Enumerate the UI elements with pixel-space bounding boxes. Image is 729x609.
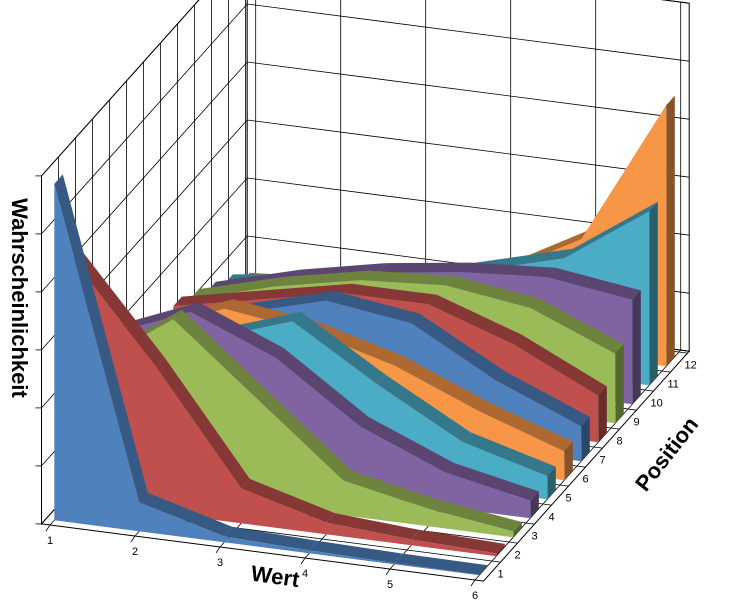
grid-line: [41, 61, 690, 293]
ribbon-top: [360, 270, 454, 286]
ribbon-end: [632, 290, 641, 405]
x-tick: [130, 535, 136, 543]
ribbon-top: [428, 294, 522, 345]
ribbon-top: [224, 527, 318, 551]
ribbon-top: [326, 513, 420, 540]
z-tick-label: 3: [532, 530, 538, 542]
grid-line: [41, 0, 690, 177]
ribbon-top: [54, 174, 148, 503]
series-group: [54, 95, 675, 576]
ribbon-top: [547, 267, 641, 300]
ribbon-top: [71, 248, 165, 368]
ribbon-top: [360, 417, 454, 473]
ribbon-top: [530, 298, 624, 354]
ribbon-top: [394, 355, 488, 412]
z-tick-label: 9: [634, 416, 640, 428]
x-axis-title: Wert: [249, 561, 301, 593]
z-tick-label: 2: [515, 549, 521, 561]
x-tick-label: 1: [47, 535, 53, 547]
z-tick-label: 8: [617, 435, 623, 447]
ribbon-top: [190, 276, 284, 299]
ribbon-top: [139, 492, 233, 537]
ribbon-end: [598, 386, 607, 443]
ribbon-top: [326, 291, 420, 324]
ribbon-top: [462, 262, 556, 278]
ribbon-top: [445, 462, 539, 501]
ribbon-top: [190, 302, 284, 358]
ribbon: [54, 174, 488, 576]
ribbon-top: [411, 313, 505, 381]
ribbon-top: [309, 540, 403, 564]
x-tick-label: 5: [387, 579, 393, 591]
z-tick-label: 10: [651, 397, 663, 409]
z-tick-label: 1: [498, 568, 504, 580]
ribbon-end: [547, 466, 556, 500]
ribbon-top: [428, 499, 522, 532]
x-tick: [470, 579, 476, 587]
ribbon-top: [156, 357, 250, 489]
ribbon-end: [649, 201, 658, 386]
ribbon-top: [275, 270, 369, 287]
ribbon-top: [275, 348, 369, 427]
ribbon-top: [479, 401, 573, 452]
ribbon-end: [479, 565, 488, 576]
x-tick-label: 2: [132, 546, 138, 558]
ribbon: [71, 248, 505, 557]
ribbon-top: [292, 311, 386, 385]
ribbon-top: [445, 275, 539, 308]
ribbon-top: [258, 283, 352, 300]
z-tick-label: 6: [583, 473, 589, 485]
z-tick-label: 5: [566, 492, 572, 504]
ribbon-top: [377, 262, 471, 273]
ribbon-top: [394, 553, 488, 575]
ribbon-top: [241, 478, 335, 523]
ribbon-end: [581, 416, 590, 462]
z-tick-label: 11: [668, 378, 679, 390]
ribbon-top: [173, 290, 267, 307]
ribbon-top: [173, 309, 267, 400]
z-tick-label: 12: [685, 359, 697, 371]
ribbon-top: [496, 371, 590, 427]
x-tick: [385, 568, 391, 576]
x-tick-label: 6: [472, 590, 478, 602]
x-tick-label: 3: [217, 557, 223, 569]
ribbon-top: [343, 470, 437, 509]
ribbon-end: [530, 491, 539, 519]
ribbon-top: [377, 374, 471, 442]
x-tick: [215, 546, 221, 554]
ribbon-top: [411, 530, 505, 554]
ribbon-top: [462, 432, 556, 477]
y-axis-title: Wahrscheinlichkeit: [7, 198, 32, 398]
grid-line: [41, 119, 690, 351]
ribbon-top: [513, 334, 607, 396]
z-tick-label: 7: [600, 454, 606, 466]
ribbon-end: [564, 441, 573, 481]
ribbon-top: [343, 283, 437, 305]
ribbon-top: [258, 390, 352, 481]
ribbon-end: [496, 543, 505, 557]
grid-line: [41, 3, 690, 235]
x-tick: [45, 524, 51, 532]
ribbon-top: [309, 321, 403, 366]
ribbon-top: [564, 201, 658, 259]
z-tick-label: 4: [549, 511, 555, 523]
x-tick-label: 4: [302, 568, 308, 580]
ribbon-end: [513, 522, 522, 538]
ribbon-top: [241, 291, 335, 313]
x-tick: [300, 557, 306, 565]
ribbon-end: [615, 344, 624, 424]
z-axis-title: Position: [630, 412, 703, 496]
ribbon-end: [666, 95, 675, 367]
floor-grid: [474, 349, 681, 581]
area: [71, 257, 497, 557]
